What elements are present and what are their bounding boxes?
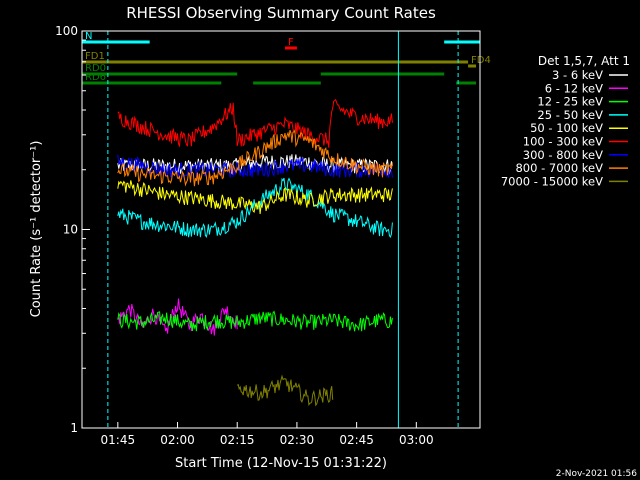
- legend-label-25-50-kev: 25 - 50 keV: [537, 108, 603, 122]
- flag-label-f: F: [288, 37, 294, 48]
- series-layer: [117, 98, 393, 407]
- footer-timestamp: 2-Nov-2021 01:56: [556, 469, 638, 479]
- legend-label-3-6-kev: 3 - 6 keV: [552, 68, 603, 82]
- series-line-6-12-kev: [117, 298, 238, 336]
- x-tick-label-02-45: 02:45: [339, 433, 374, 447]
- y-axis-label: Count Rate (s⁻¹ detector⁻¹): [29, 141, 44, 318]
- x-axis-label: Start Time (12-Nov-15 01:31:22): [175, 456, 387, 471]
- flag-label-fd4: FD4: [471, 55, 491, 66]
- legend-title: Det 1,5,7, Att 1: [538, 54, 630, 68]
- legend-label-6-12-kev: 6 - 12 keV: [545, 81, 603, 95]
- y-tick-label-1: 1: [70, 421, 78, 435]
- y-tick-label-100: 100: [55, 24, 78, 38]
- series-line-7000-15000-kev: [236, 374, 334, 407]
- legend-label-50-100-kev: 50 - 100 keV: [530, 121, 603, 135]
- x-tick-label-02-15: 02:15: [220, 433, 255, 447]
- flag-label-fd1: FD1: [85, 51, 105, 62]
- legend-label-12-25-kev: 12 - 25 keV: [537, 95, 603, 109]
- flag-label-n: N: [85, 31, 92, 42]
- series-line-100-300-kev: [117, 98, 393, 148]
- x-tick-label-03-00: 03:00: [399, 433, 434, 447]
- y-tick-label-10: 10: [63, 223, 78, 237]
- legend-label-7000-15000-kev: 7000 - 15000 keV: [501, 174, 603, 188]
- series-line-800-7000-kev: [117, 128, 393, 187]
- legend-label-300-800-kev: 300 - 800 keV: [523, 148, 603, 162]
- flag-label-rd6: RD6: [85, 72, 106, 83]
- legend-label-800-7000-kev: 800 - 7000 keV: [515, 161, 603, 175]
- axes-layer: 01:45 02:00 02:15 02:30 02:45 03:00 1 10 100: [55, 24, 434, 447]
- x-tick-label-02-30: 02:30: [280, 433, 315, 447]
- series-line-12-25-kev: [117, 310, 393, 332]
- x-tick-label-01-45: 01:45: [101, 433, 136, 447]
- legend-label-100-300-kev: 100 - 300 keV: [523, 135, 603, 149]
- series-line-50-100-kev: [117, 180, 393, 215]
- flag-label-rd0: RD0: [85, 63, 106, 74]
- x-tick-label-02-00: 02:00: [160, 433, 195, 447]
- chart-title: RHESSI Observing Summary Count Rates: [126, 4, 436, 22]
